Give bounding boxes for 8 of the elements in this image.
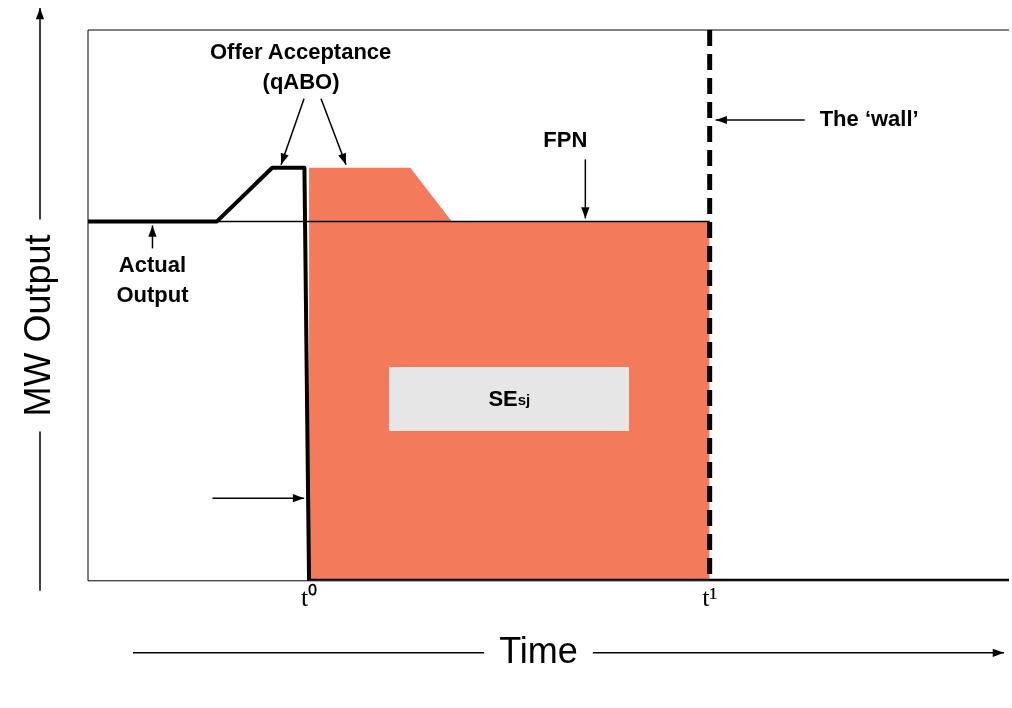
x-tick-label: t⁰ (300, 583, 318, 613)
x-axis-title: Time (499, 629, 578, 671)
text: Offer Acceptance (qABO) (209, 38, 392, 94)
x-tick-label: t¹ (702, 583, 718, 613)
series-label: Actual Output (116, 252, 190, 308)
text: FPN (543, 127, 588, 153)
y-axis-title: MW Output (16, 234, 58, 417)
ref-line-label: The ‘wall’ (819, 106, 919, 132)
